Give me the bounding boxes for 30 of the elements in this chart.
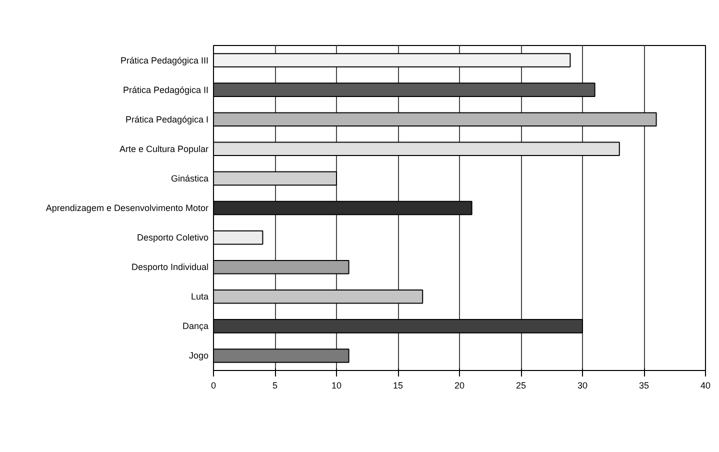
bar: [214, 230, 264, 245]
y-tick-label: Jogo: [188, 350, 209, 361]
y-tick-label: Desporto Coletivo: [136, 232, 209, 243]
x-tick-label: 10: [331, 380, 342, 390]
y-tick-label: Prática Pedagógica II: [122, 84, 209, 95]
y-tick-label: Luta: [190, 292, 209, 302]
bar: [214, 142, 620, 156]
x-tick-label: 0: [210, 380, 216, 390]
bar: [214, 260, 350, 274]
bar: [214, 289, 424, 304]
x-tick-label: 25: [516, 380, 526, 390]
y-tick-label: Dança: [182, 321, 208, 332]
y-tick-label: Ginástica: [170, 173, 209, 184]
bar: [214, 112, 657, 127]
y-tick-label: Prática Pedagógica I: [125, 114, 209, 124]
x-tick-label: 40: [700, 380, 711, 390]
x-tick-label: 30: [577, 380, 588, 390]
bar: [214, 200, 472, 216]
bar: [214, 348, 350, 363]
y-tick-label: Aprendizagem e Desenvolvimento Motor: [46, 203, 209, 213]
bar: [214, 82, 596, 97]
bar: [214, 171, 337, 186]
x-tick-label: 20: [454, 380, 465, 390]
x-tick-label: 35: [638, 380, 650, 390]
y-tick-label: Prática Pedagógica III: [120, 55, 209, 66]
y-tick-label: Desporto Individual: [131, 262, 208, 272]
x-tick-label: 15: [392, 380, 404, 390]
y-tick-label: Arte e Cultura Popular: [119, 144, 209, 154]
x-tick-label: 5: [272, 380, 278, 390]
bar: [214, 53, 571, 68]
